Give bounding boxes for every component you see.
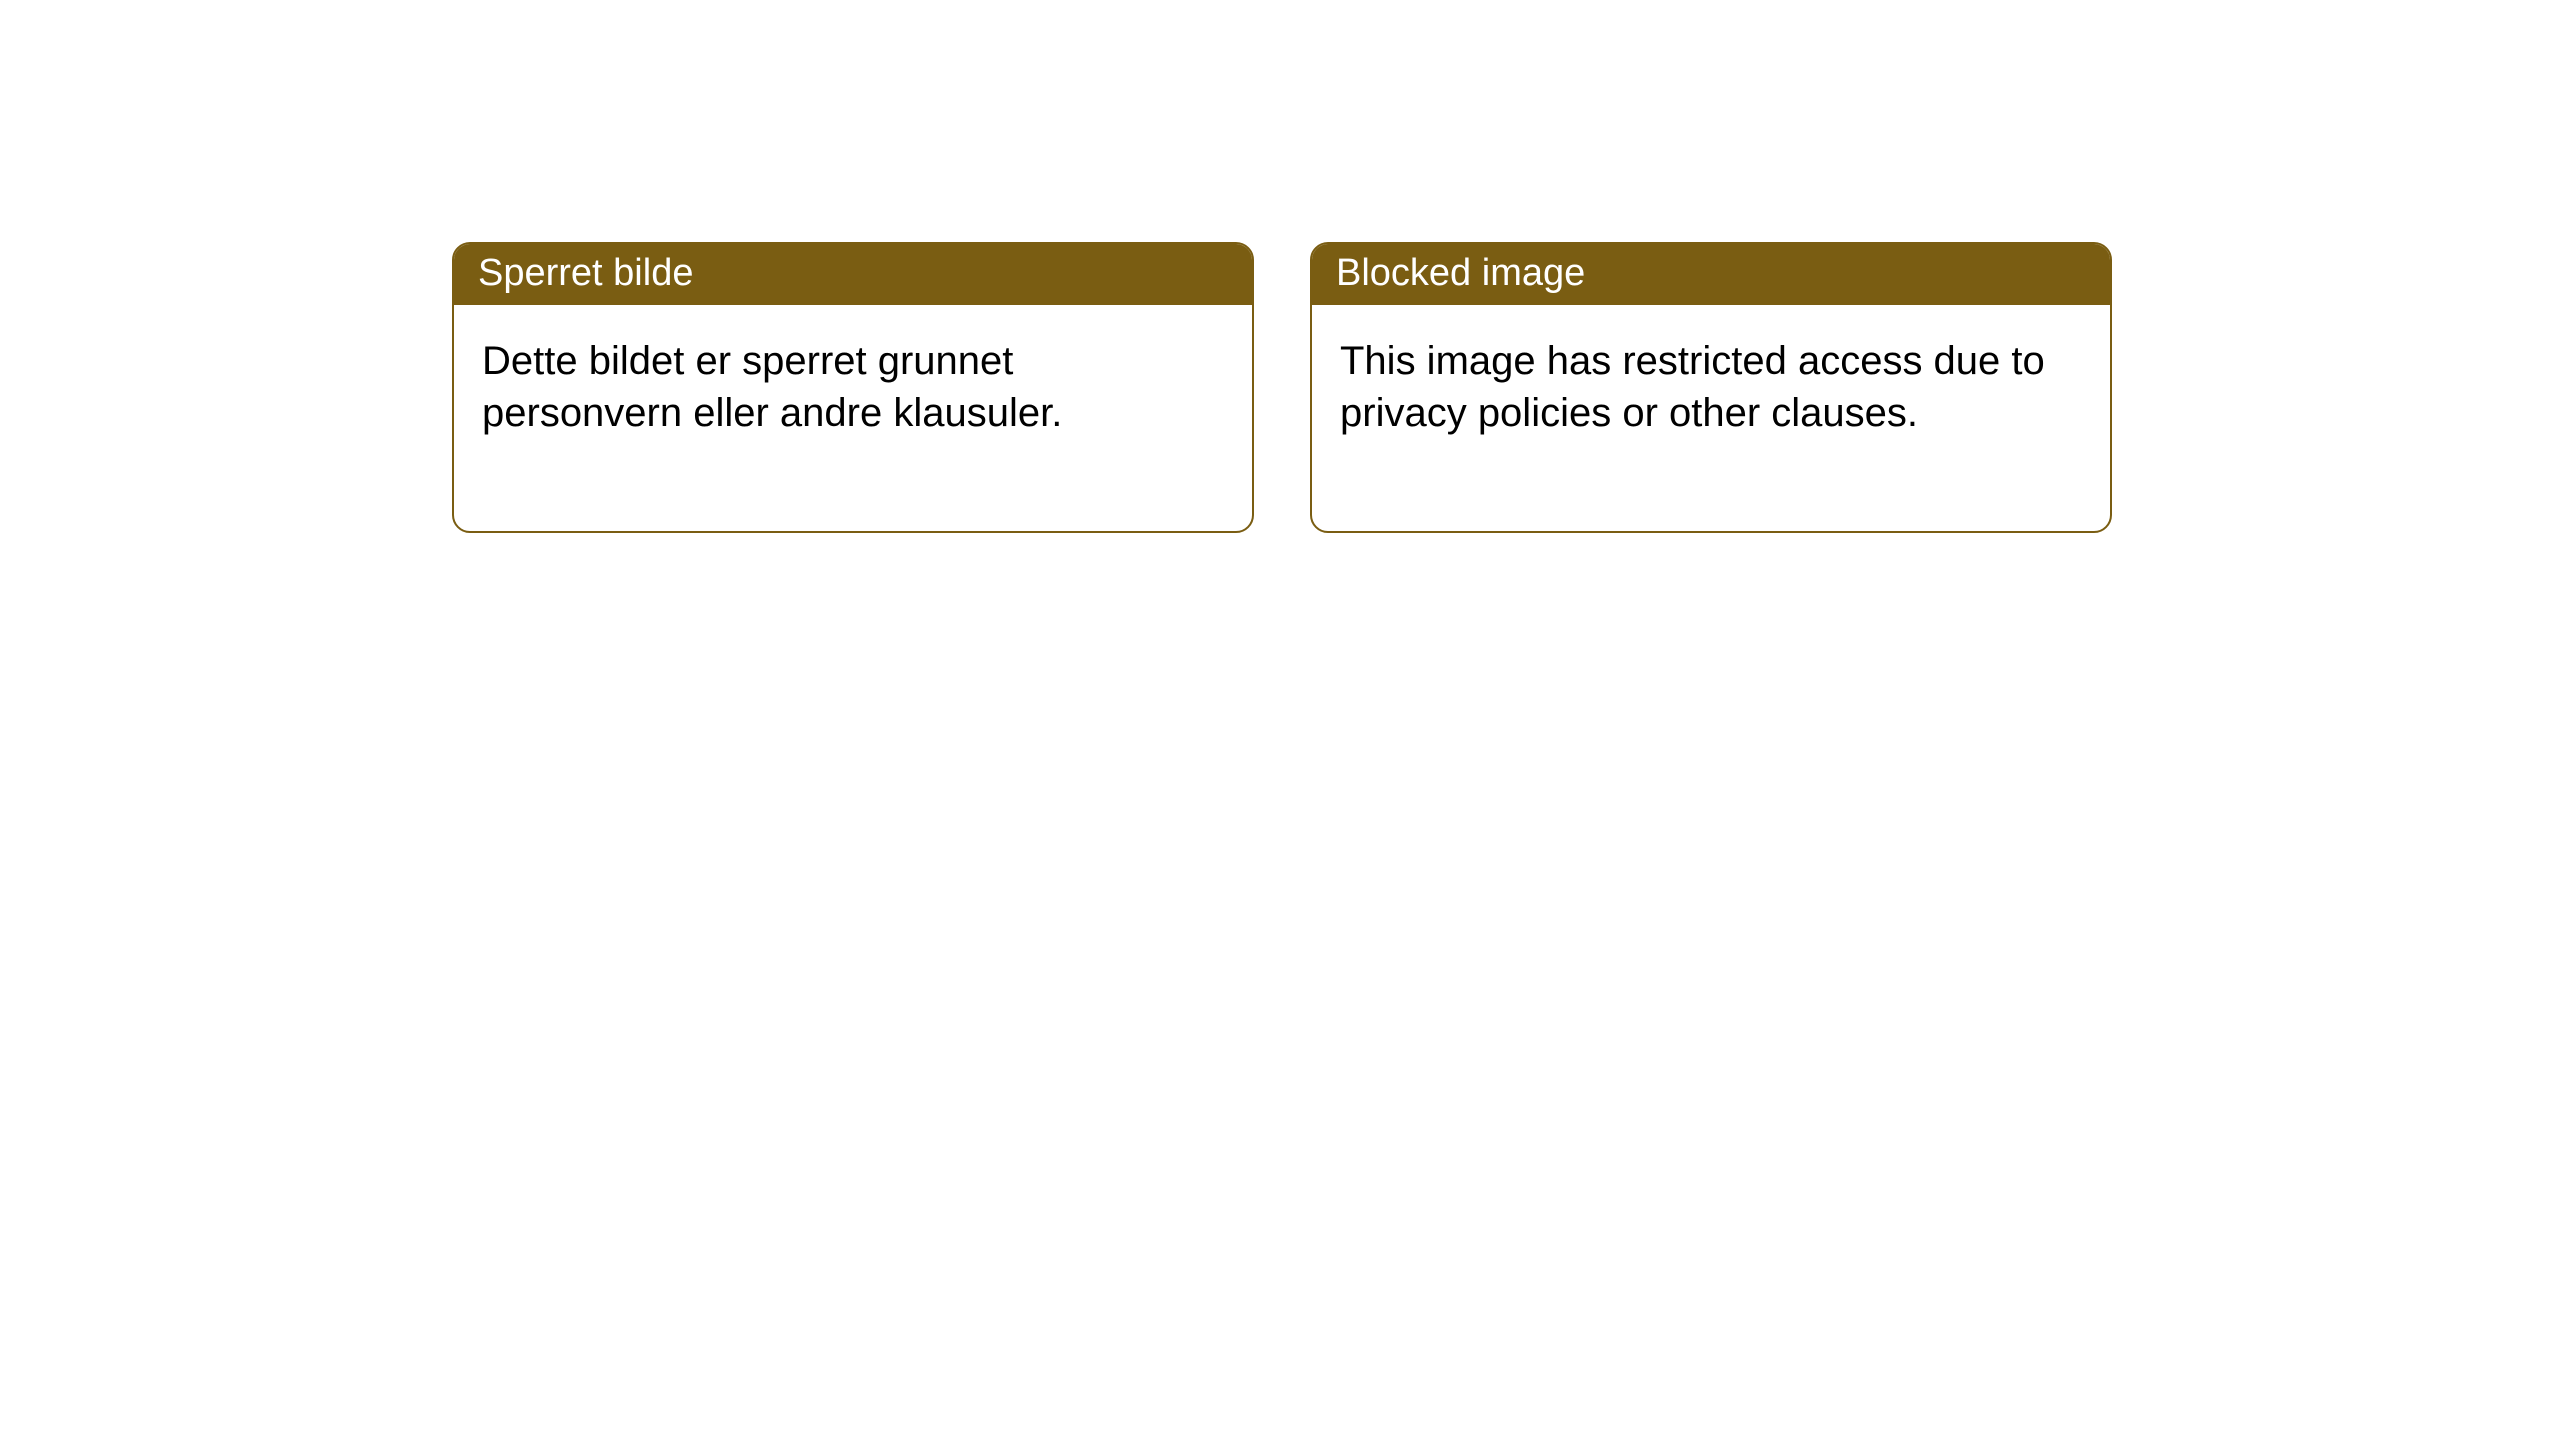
notice-title: Blocked image: [1312, 244, 2110, 305]
notice-body: Dette bildet er sperret grunnet personve…: [454, 305, 1252, 531]
notice-body: This image has restricted access due to …: [1312, 305, 2110, 531]
notice-container: Sperret bilde Dette bildet er sperret gr…: [452, 242, 2112, 533]
notice-card-norwegian: Sperret bilde Dette bildet er sperret gr…: [452, 242, 1254, 533]
notice-card-english: Blocked image This image has restricted …: [1310, 242, 2112, 533]
notice-title: Sperret bilde: [454, 244, 1252, 305]
